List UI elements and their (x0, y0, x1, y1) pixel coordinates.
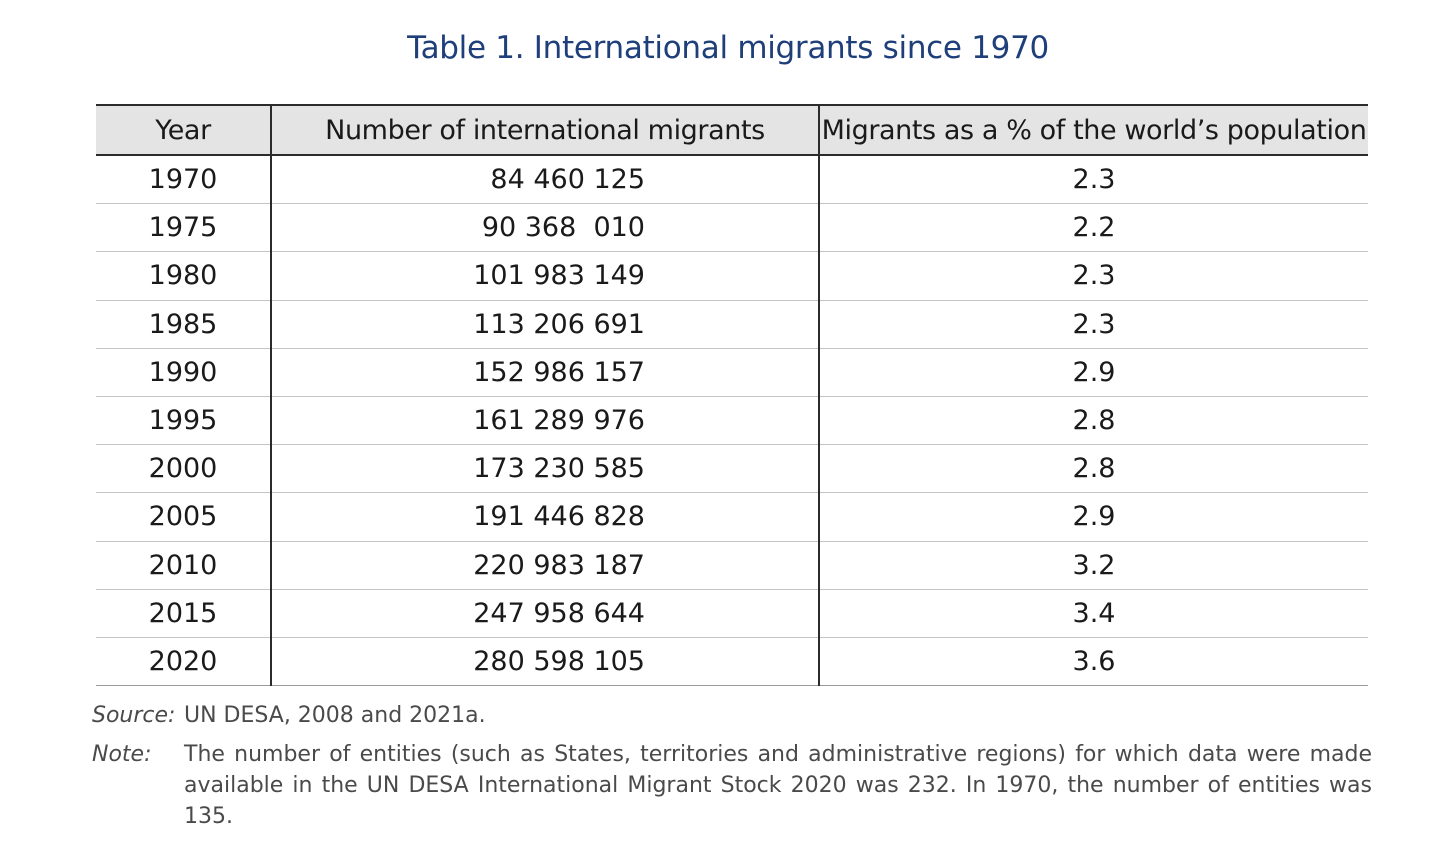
table-title: Table 1. International migrants since 19… (407, 30, 1049, 66)
cell-percent: 2.3 (819, 300, 1368, 349)
note-row: Note: The number of entities (such as St… (92, 739, 1372, 832)
cell-year: 2020 (96, 637, 272, 687)
table-body: 1970 84 460 125 2.3 1975 90 368 010 2.2 1980 10… (96, 155, 1368, 687)
source-label: Source: (92, 703, 176, 728)
table-row: 2005 191 446 828 2.9 (96, 492, 1368, 542)
cell-number: 90 368 010 (271, 203, 820, 253)
table-header-row: Year Number of international migrants Mi… (96, 104, 1368, 156)
header-percent: Migrants as a % of the world’s populatio… (819, 104, 1368, 156)
table-notes: Source: UN DESA, 2008 and 2021a. Note: T… (92, 700, 1372, 840)
cell-number-value: 247 958 644 (473, 597, 645, 629)
cell-number: 280 598 105 (271, 637, 820, 687)
cell-year: 2010 (96, 541, 272, 590)
cell-number: 152 986 157 (271, 348, 820, 397)
cell-number-value: 161 289 976 (473, 405, 645, 437)
header-year: Year (96, 104, 272, 156)
cell-number: 220 983 187 (271, 541, 820, 590)
cell-number-value: 113 206 691 (473, 308, 645, 340)
cell-number-value: 101 983 149 (473, 260, 645, 292)
migrants-table: Year Number of international migrants Mi… (96, 104, 1368, 687)
table-row: 2010 220 983 187 3.2 (96, 541, 1368, 590)
cell-year: 1970 (96, 155, 272, 205)
table-row: 2015 247 958 644 3.4 (96, 589, 1368, 638)
cell-number: 247 958 644 (271, 589, 820, 638)
table-row: 1970 84 460 125 2.3 (96, 155, 1368, 205)
cell-number-value: 280 598 105 (473, 645, 645, 677)
source-row: Source: UN DESA, 2008 and 2021a. (92, 700, 1372, 731)
table-row: 2020 280 598 105 3.6 (96, 637, 1368, 687)
cell-number: 191 446 828 (271, 492, 820, 542)
cell-percent: 2.3 (819, 155, 1368, 205)
note-label: Note: (92, 742, 152, 767)
cell-percent: 2.3 (819, 251, 1368, 301)
cell-year: 2000 (96, 444, 272, 494)
header-number: Number of international migrants (271, 104, 820, 156)
cell-year: 1985 (96, 300, 272, 349)
cell-number-value: 90 368 010 (481, 212, 645, 244)
cell-year: 2005 (96, 492, 272, 542)
table-row: 2000 173 230 585 2.8 (96, 444, 1368, 494)
cell-year: 1975 (96, 203, 272, 253)
cell-percent: 2.9 (819, 492, 1368, 542)
cell-year: 1980 (96, 251, 272, 301)
cell-percent: 2.8 (819, 444, 1368, 494)
cell-number-value: 173 230 585 (473, 453, 645, 485)
table-row: 1985 113 206 691 2.3 (96, 300, 1368, 349)
cell-number: 113 206 691 (271, 300, 820, 349)
cell-number-value: 220 983 187 (473, 549, 645, 581)
cell-percent: 2.8 (819, 396, 1368, 446)
cell-year: 1995 (96, 396, 272, 446)
cell-percent: 2.9 (819, 348, 1368, 397)
cell-percent: 3.4 (819, 589, 1368, 638)
table-row: 1995 161 289 976 2.8 (96, 396, 1368, 446)
table-row: 1975 90 368 010 2.2 (96, 203, 1368, 253)
cell-number-value: 84 460 125 (490, 164, 645, 196)
cell-year: 1990 (96, 348, 272, 397)
note-text: The number of entities (such as States, … (184, 742, 1372, 829)
source-text: UN DESA, 2008 and 2021a. (184, 703, 486, 728)
cell-percent: 3.2 (819, 541, 1368, 590)
cell-percent: 3.6 (819, 637, 1368, 687)
cell-number: 101 983 149 (271, 251, 820, 301)
cell-number-value: 152 986 157 (473, 356, 645, 388)
cell-number: 173 230 585 (271, 444, 820, 494)
cell-number-value: 191 446 828 (473, 501, 645, 533)
cell-number: 84 460 125 (271, 155, 820, 205)
cell-number: 161 289 976 (271, 396, 820, 446)
cell-year: 2015 (96, 589, 272, 638)
table-row: 1980 101 983 149 2.3 (96, 251, 1368, 301)
table-row: 1990 152 986 157 2.9 (96, 348, 1368, 397)
cell-percent: 2.2 (819, 203, 1368, 253)
